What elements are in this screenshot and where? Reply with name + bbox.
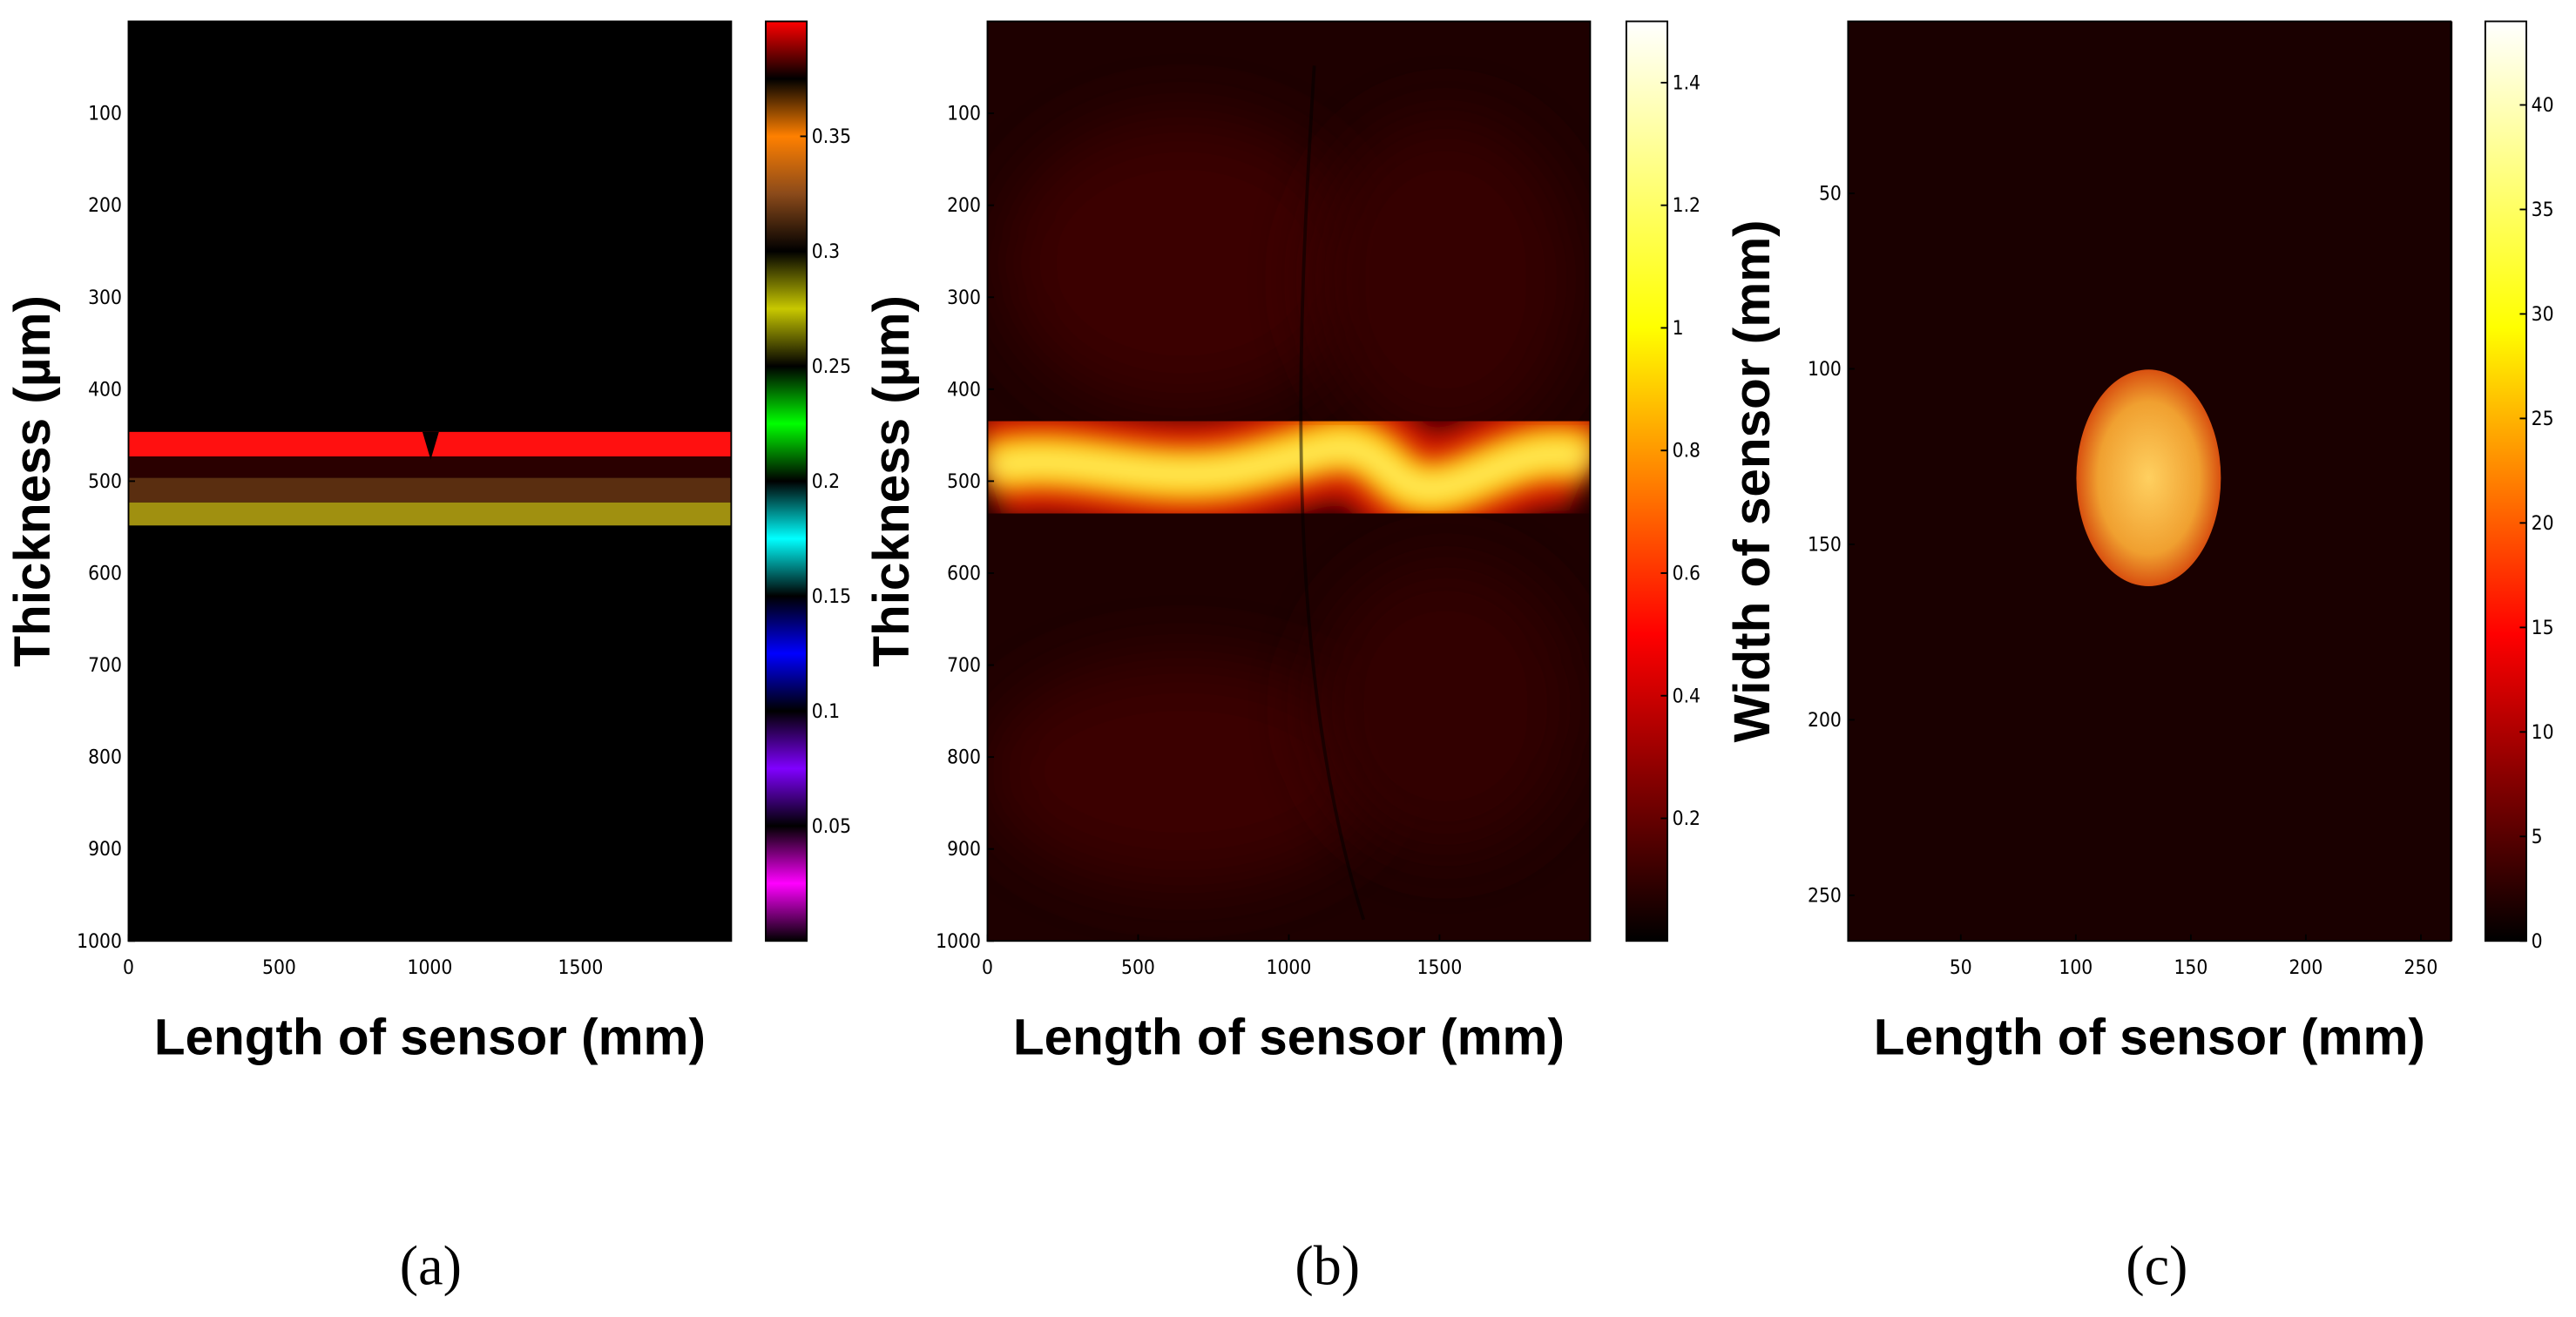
x-tick-label: 1500 <box>1417 956 1463 979</box>
y-tick-label: 700 <box>947 654 981 677</box>
y-axis-label: Width of sensor (mm) <box>1724 220 1781 742</box>
y-axis-label: Thickness (µm) <box>4 295 61 667</box>
y-tick-label: 900 <box>947 838 981 861</box>
panel-caption: (c) <box>2126 1234 2187 1296</box>
colorbar-tick-label: 0.2 <box>812 470 840 493</box>
x-tick-label: 100 <box>2059 956 2093 979</box>
y-tick-label: 250 <box>1808 884 1842 907</box>
y-tick-label: 500 <box>947 470 981 493</box>
x-tick-label: 200 <box>2289 956 2322 979</box>
y-tick-label: 700 <box>88 654 122 677</box>
heatmap-image <box>987 21 1591 942</box>
y-tick-label: 200 <box>88 194 122 217</box>
colorbar <box>1625 20 1668 942</box>
colorbar-tick-label: 0.35 <box>812 125 851 148</box>
panel-caption: (a) <box>400 1234 462 1296</box>
y-tick-label: 500 <box>88 470 122 493</box>
y-tick-label: 900 <box>88 838 122 861</box>
colorbar-tick-label: 0.3 <box>812 240 840 263</box>
y-tick-label: 200 <box>1808 709 1842 732</box>
x-tick-label: 500 <box>262 956 296 979</box>
x-tick-label: 150 <box>2174 956 2208 979</box>
x-axis-label: Length of sensor (mm) <box>154 1009 706 1065</box>
colorbar-tick-label: 1.4 <box>1673 71 1700 94</box>
y-tick-label: 400 <box>947 378 981 401</box>
colorbar-tick-label: 40 <box>2532 94 2554 117</box>
y-tick-label: 150 <box>1808 533 1842 556</box>
colorbar-tick-label: 1 <box>1673 317 1684 340</box>
x-tick-label: 0 <box>982 956 993 979</box>
colorbar <box>2484 20 2527 942</box>
y-tick-label: 100 <box>947 103 981 125</box>
colorbar-tick-label: 0.15 <box>812 585 851 608</box>
x-tick-label: 1000 <box>1267 956 1312 979</box>
colorbar-tick-label: 0.6 <box>1673 563 1700 585</box>
y-tick-label: 100 <box>1808 358 1842 381</box>
x-axis-label: Length of sensor (mm) <box>1874 1009 2425 1065</box>
colorbar-tick-label: 10 <box>2532 721 2554 744</box>
y-tick-label: 300 <box>88 287 122 309</box>
heatmap-image <box>1848 21 2453 942</box>
y-tick-label: 200 <box>947 194 981 217</box>
y-axis-label: Thickness (µm) <box>863 295 920 667</box>
y-tick-label: 1000 <box>77 930 122 953</box>
y-tick-label: 800 <box>947 746 981 769</box>
y-tick-label: 1000 <box>936 930 981 953</box>
panel-caption: (b) <box>1295 1234 1360 1296</box>
heatmap-image <box>128 21 732 942</box>
y-tick-label: 300 <box>947 287 981 309</box>
x-tick-label: 500 <box>1121 956 1155 979</box>
y-tick-label: 400 <box>88 378 122 401</box>
colorbar-tick-label: 15 <box>2532 617 2554 639</box>
y-tick-label: 800 <box>88 746 122 769</box>
y-tick-label: 600 <box>88 563 122 585</box>
colorbar-tick-label: 0.2 <box>1673 807 1700 830</box>
y-tick-label: 600 <box>947 563 981 585</box>
y-tick-label: 50 <box>1819 183 1842 206</box>
x-tick-label: 50 <box>1950 956 1972 979</box>
x-tick-label: 1000 <box>408 956 453 979</box>
colorbar-tick-label: 0.4 <box>1673 685 1700 707</box>
colorbar-tick-label: 0.1 <box>812 700 840 723</box>
colorbar-tick-label: 0.8 <box>1673 440 1700 463</box>
x-tick-label: 0 <box>123 956 134 979</box>
colorbar-tick-label: 0.05 <box>812 815 851 838</box>
x-axis-label: Length of sensor (mm) <box>1013 1009 1565 1065</box>
plot-frame <box>1847 20 2452 942</box>
colorbar-tick-label: 35 <box>2532 199 2554 221</box>
colorbar-tick-label: 20 <box>2532 512 2554 535</box>
colorbar-tick-label: 0.25 <box>812 355 851 378</box>
x-tick-label: 1500 <box>558 956 604 979</box>
colorbar-tick-label: 0 <box>2532 930 2543 953</box>
y-tick-label: 100 <box>88 103 122 125</box>
colorbar-tick-label: 30 <box>2532 303 2554 326</box>
colorbar <box>765 20 808 942</box>
colorbar-tick-label: 1.2 <box>1673 194 1700 217</box>
colorbar-tick-label: 5 <box>2532 826 2543 848</box>
colorbar-tick-label: 25 <box>2532 408 2554 430</box>
x-tick-label: 250 <box>2404 956 2438 979</box>
